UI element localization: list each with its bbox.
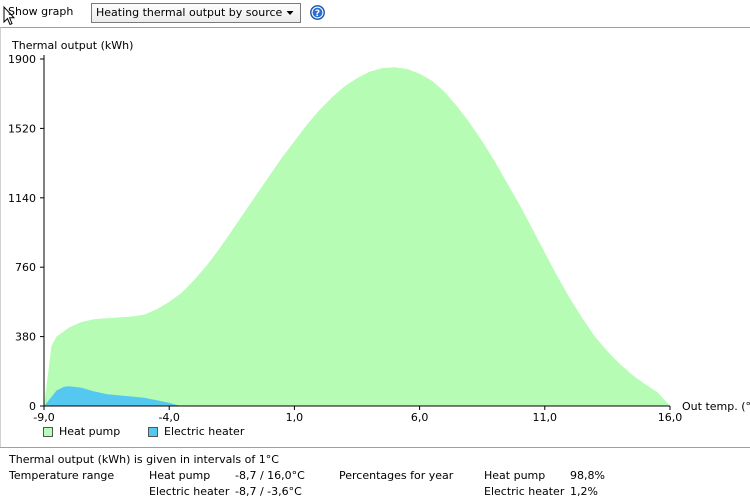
- x-tick-label: -9,0: [33, 411, 54, 424]
- chart-panel: 0 380 760 1140 1520 1900 -9,0 -4,0 1,0 6,0 11,0 16,…: [0, 27, 750, 447]
- pct-electric-heater-value: 1,2%: [570, 485, 598, 498]
- legend-swatch-electric-heater: [148, 426, 158, 437]
- range-electric-heater-label: Electric heater: [149, 485, 230, 498]
- thermal-output-chart: 0 380 760 1140 1520 1900 -9,0 -4,0 1,0 6,0 11,0 16,…: [8, 39, 750, 424]
- area-electric-heater: [44, 386, 182, 406]
- y-tick-label: 380: [15, 331, 36, 344]
- summary-footer: Thermal output (kWh) is given in interva…: [0, 447, 750, 502]
- toolbar: Show graph Heating thermal output by sou…: [0, 0, 750, 27]
- y-tick-label: 1140: [8, 192, 36, 205]
- legend-label-heat-pump: Heat pump: [59, 425, 121, 438]
- pct-electric-heater-label: Electric heater: [484, 485, 565, 498]
- pct-heat-pump-label: Heat pump: [484, 469, 546, 482]
- range-heat-pump-label: Heat pump: [149, 469, 211, 482]
- x-axis-title: Out temp. (°C): [682, 400, 750, 413]
- y-tick-label: 1520: [8, 122, 36, 135]
- range-electric-heater-value: -8,7 / -3,6°C: [235, 485, 302, 498]
- area-heat-pump: [44, 67, 670, 406]
- x-tick-label: 11,0: [533, 411, 558, 424]
- legend-label-electric-heater: Electric heater: [164, 425, 245, 438]
- y-axis-title: Thermal output (kWh): [11, 39, 133, 52]
- pct-heat-pump-value: 98,8%: [570, 469, 605, 482]
- interval-note: Thermal output (kWh) is given in interva…: [9, 453, 279, 466]
- legend-electric-heater: Electric heater: [148, 425, 244, 438]
- show-graph-label: Show graph: [8, 5, 74, 18]
- graph-type-select[interactable]: Heating thermal output by source: [91, 3, 301, 23]
- legend-heat-pump: Heat pump: [43, 425, 120, 438]
- help-icon[interactable]: ?: [310, 5, 325, 20]
- y-tick-label: 760: [15, 261, 36, 274]
- x-tick-label: 16,0: [658, 411, 683, 424]
- x-tick-label: 1,0: [286, 411, 304, 424]
- chevron-down-icon[interactable]: [283, 5, 297, 21]
- temperature-range-label: Temperature range: [9, 469, 115, 482]
- graph-type-select-value: Heating thermal output by source: [96, 6, 283, 19]
- arrow-cursor-icon: [3, 6, 15, 26]
- legend-swatch-heat-pump: [43, 426, 53, 437]
- x-tick-label: -4,0: [158, 411, 179, 424]
- svg-text:?: ?: [315, 9, 320, 19]
- x-tick-label: 6,0: [411, 411, 429, 424]
- y-tick-label: 0: [29, 400, 36, 413]
- percentages-label: Percentages for year: [339, 469, 454, 482]
- y-tick-label: 1900: [8, 53, 36, 66]
- range-heat-pump-value: -8,7 / 16,0°C: [235, 469, 305, 482]
